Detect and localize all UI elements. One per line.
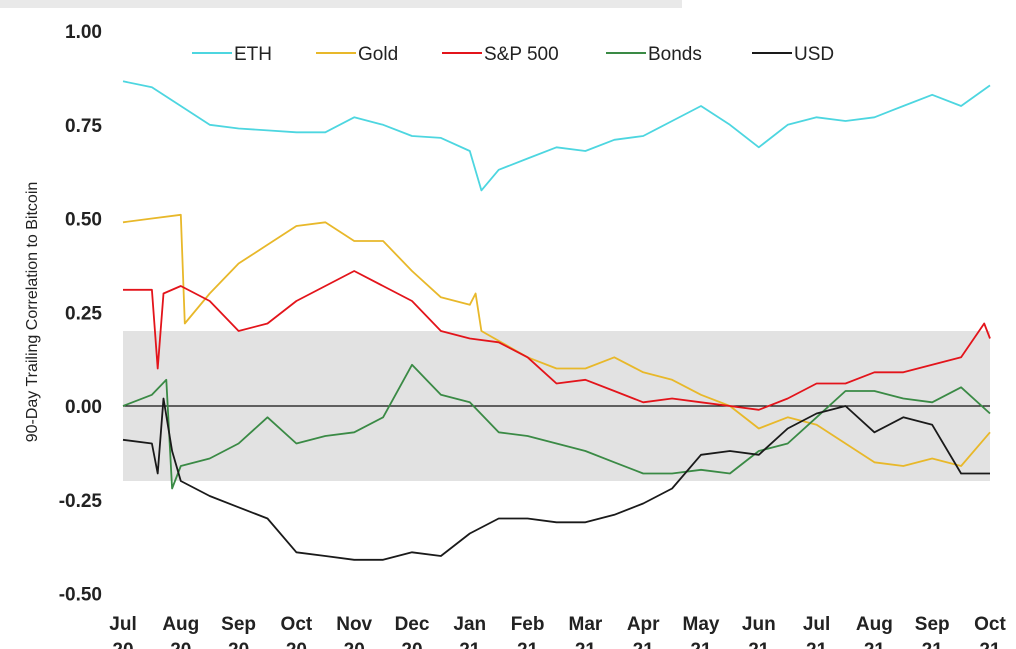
series-line-bonds [122, 363, 991, 490]
x-tick-year: 21 [575, 640, 597, 649]
legend-label: S&P 500 [484, 44, 559, 65]
x-tick-year: 21 [864, 640, 886, 649]
x-tick-month: Jul [803, 614, 830, 635]
y-tick-label: -0.50 [59, 585, 102, 606]
x-tick-year: 20 [112, 640, 133, 649]
x-tick-year: 21 [517, 640, 539, 649]
x-tick-month: Mar [569, 614, 603, 635]
x-tick-year: 20 [286, 640, 307, 649]
x-tick-month: Jan [453, 614, 486, 635]
x-tick-year: 21 [806, 640, 828, 649]
y-axis-title: 90-Day Trailing Correlation to Bitcoin [24, 182, 41, 443]
x-tick-month: Sep [915, 614, 950, 635]
x-tick-year: 21 [690, 640, 712, 649]
y-tick-label: 0.75 [65, 116, 102, 137]
y-tick-label: 0.25 [65, 303, 102, 324]
x-tick-month: Nov [336, 614, 372, 635]
y-tick-label: 0.00 [65, 397, 102, 418]
x-tick-month: Oct [974, 614, 1006, 635]
x-tick-year: 21 [459, 640, 481, 649]
x-tick-month: Sep [221, 614, 256, 635]
title-bar-cropped [0, 0, 682, 8]
series-line-s-p-500 [123, 270, 991, 411]
x-tick-month: Aug [856, 614, 893, 635]
x-tick-year: 20 [401, 640, 422, 649]
y-tick-label: -0.25 [59, 491, 103, 512]
x-tick-year: 20 [344, 640, 365, 649]
y-tick-label: 0.50 [65, 210, 102, 231]
x-tick-month: Apr [627, 614, 660, 635]
x-tick-year: 20 [170, 640, 191, 649]
x-tick-month: Feb [511, 614, 545, 635]
x-tick-month: Jun [742, 614, 776, 635]
legend-label: Bonds [648, 44, 702, 65]
x-tick-year: 20 [228, 640, 249, 649]
y-tick-label: 1.00 [65, 22, 102, 43]
x-tick-year: 21 [748, 640, 770, 649]
series-line-eth [122, 80, 991, 192]
series-line-usd [122, 397, 990, 561]
x-tick-month: May [683, 614, 720, 635]
x-tick-month: Dec [395, 614, 430, 635]
legend-label: Gold [358, 44, 398, 65]
x-tick-year: 21 [979, 640, 1001, 649]
legend-label: ETH [234, 44, 272, 65]
x-tick-month: Aug [162, 614, 199, 635]
legend-label: USD [794, 44, 834, 65]
x-tick-month: Oct [281, 614, 313, 635]
x-tick-year: 21 [922, 640, 944, 649]
x-tick-year: 21 [633, 640, 655, 649]
x-tick-month: Jul [109, 614, 136, 635]
